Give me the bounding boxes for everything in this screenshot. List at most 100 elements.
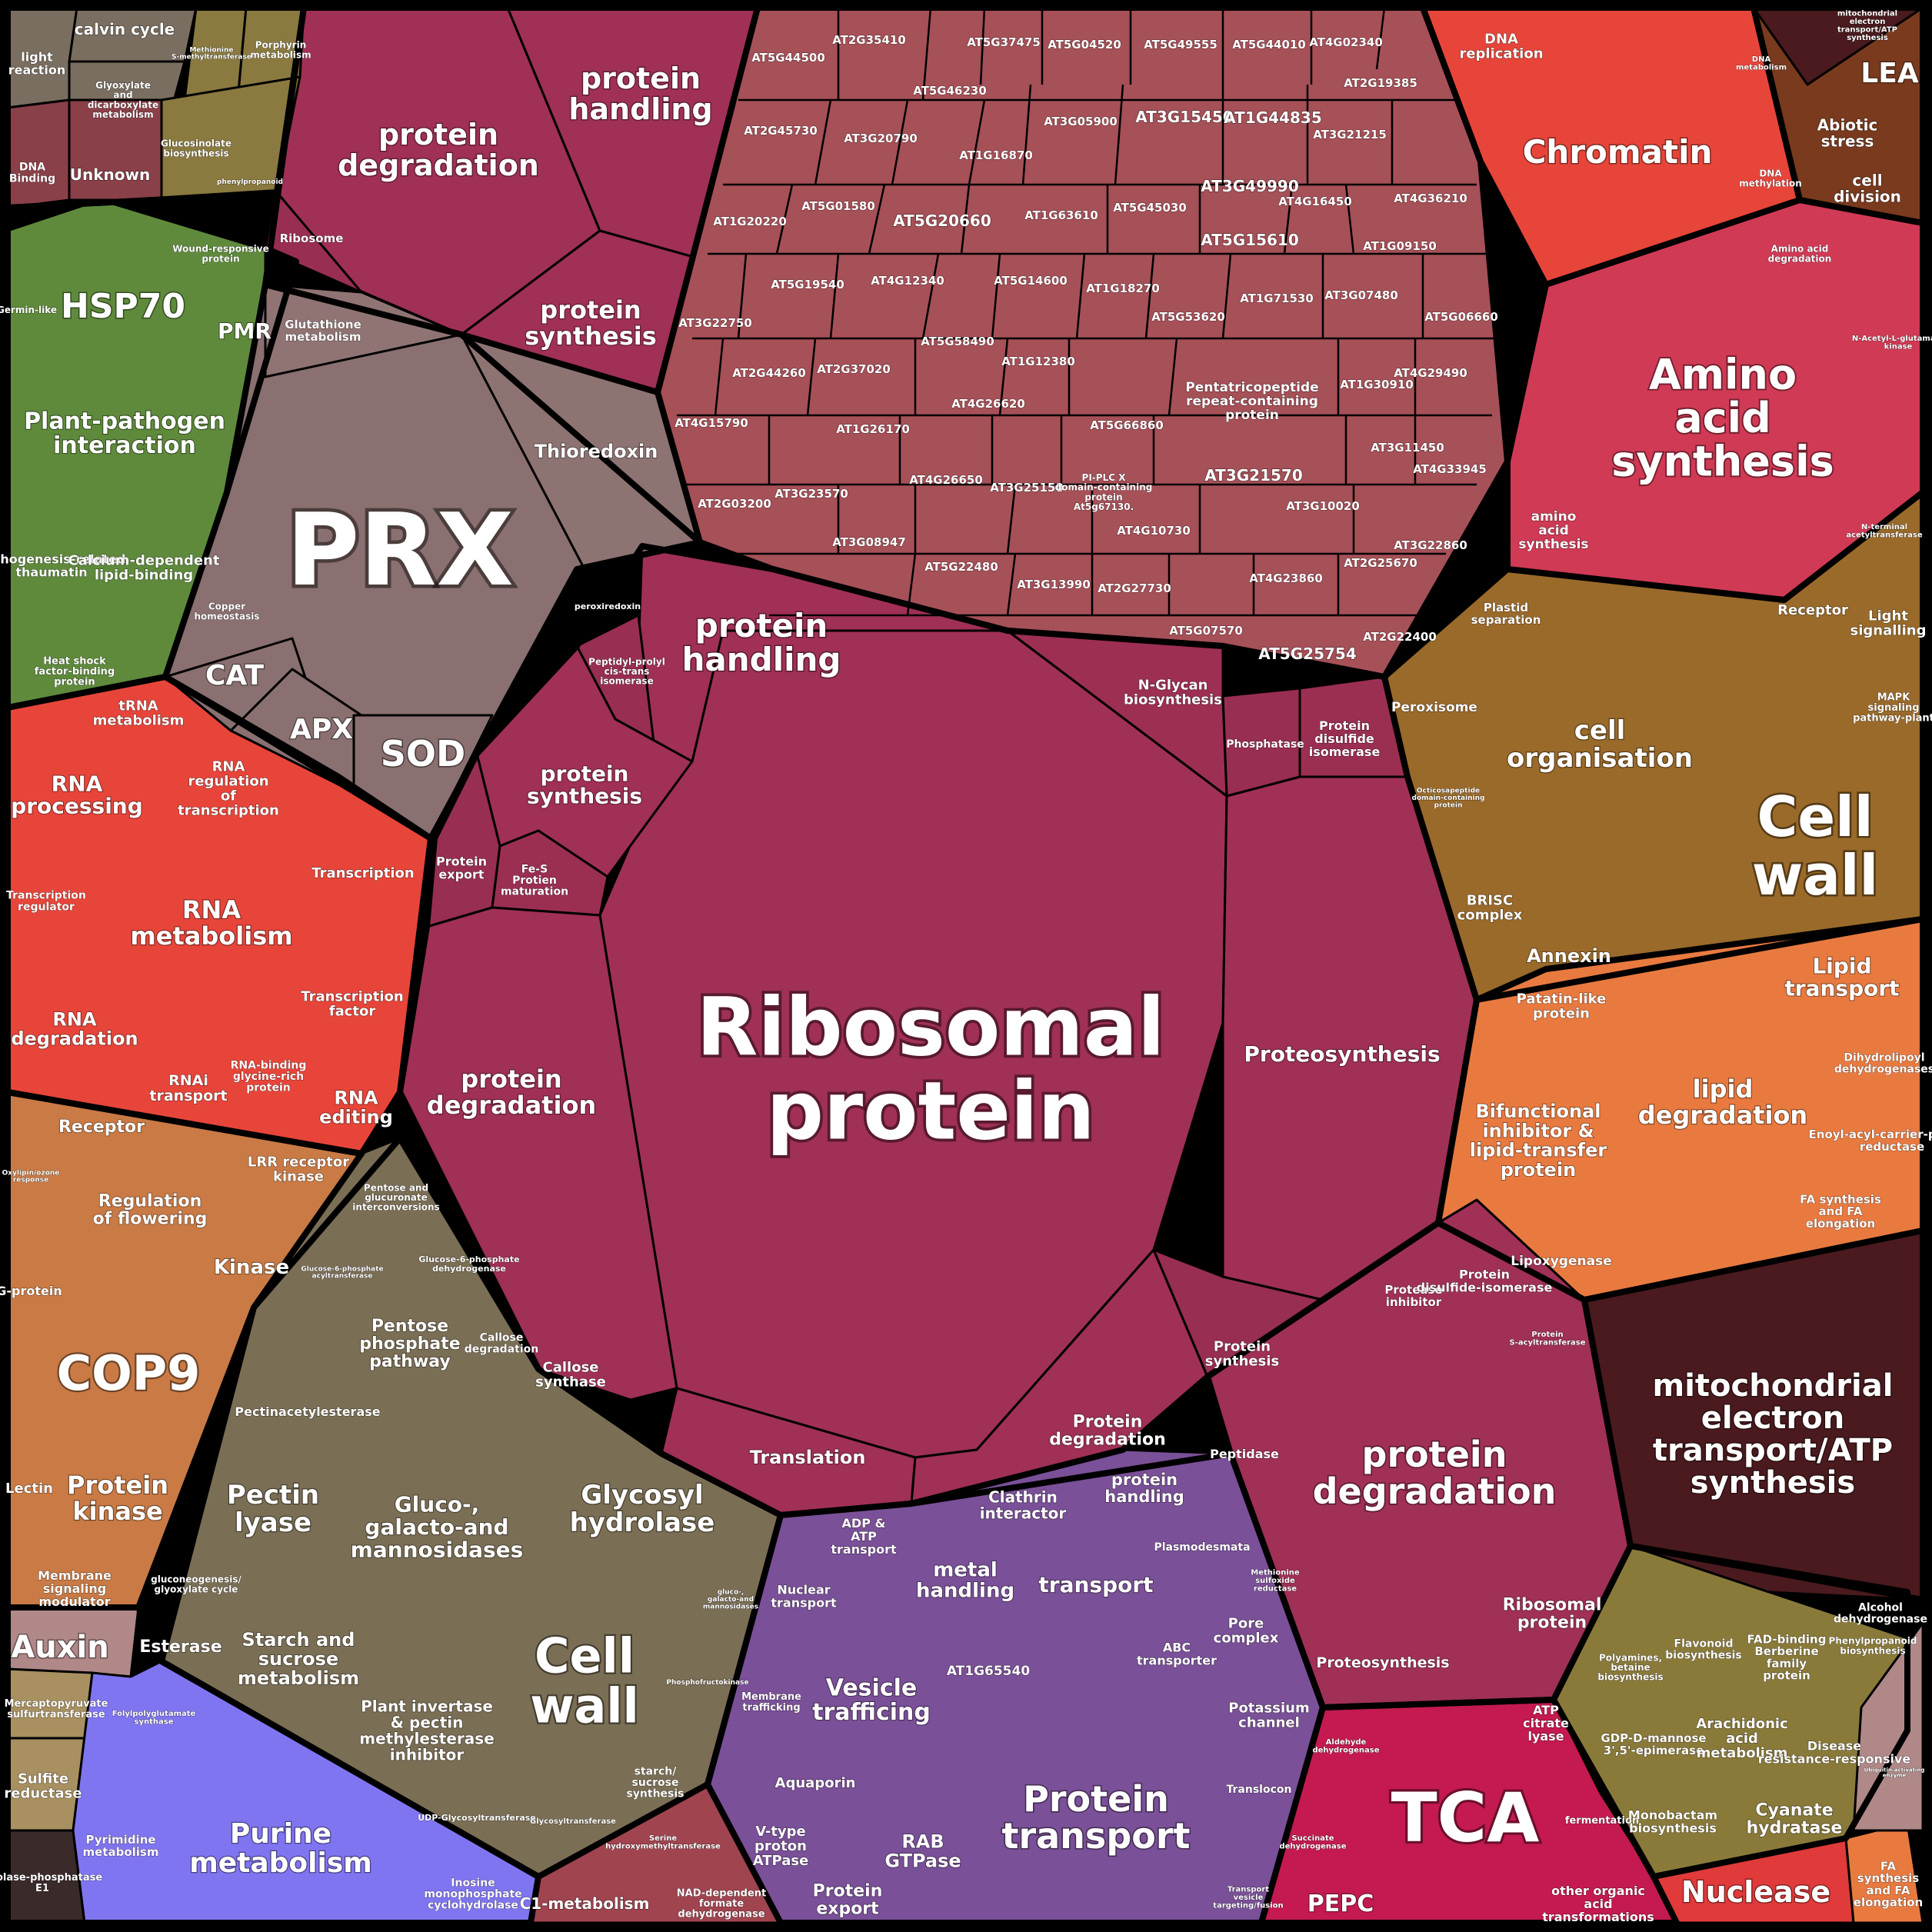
cell-label-at3g21570: AT3G21570 [1204,466,1302,485]
cell-label-translation: Translation [750,1447,866,1468]
cell-label-at5g53620: AT5G53620 [1151,310,1225,324]
cell-label-at5g20660: AT5G20660 [893,212,991,230]
cell-label-lipid-transport: Lipid transport [1784,953,1899,1001]
cell-label-copper-homeostasis: Copper homeostasis [194,601,259,622]
cell-label-monobactam-biosynthesis: Monobactam biosynthesis [1628,1807,1717,1835]
cell-label-at4g26620: AT4G26620 [951,397,1025,411]
cell-label-at4g36210: AT4G36210 [1394,192,1467,205]
cell-label-at5g07570: AT5G07570 [1169,624,1243,638]
at-cell-edge [991,253,1001,339]
cell-label-at3g21215: AT3G21215 [1313,128,1387,142]
cell-label-glycosyl-hydrolase: Glycosyl hydrolase [570,1480,715,1538]
cell-label-at3g22750: AT3G22750 [678,316,752,330]
cell-label-protein-synthesis: protein synthesis [527,761,642,808]
cell-label-brisc-complex: BRISC complex [1457,892,1523,923]
cell-label-protein-disulfide-isomerase: Protein disulfide isomerase [1309,718,1381,759]
at-cell-edge [979,7,986,85]
at-cell-edge [737,253,748,339]
cell-label-annexin: Annexin [1527,945,1611,967]
cell-label-peptidase: Peptidase [1210,1447,1279,1461]
cell-label-alcohol-dehydrogenase: Alcohol dehydrogenase [1834,1602,1927,1626]
cell-label-membrane-trafficking: Membrane trafficking [741,1691,801,1714]
cell-label-rna-binding-glycine-rich-protein: RNA-binding glycine-rich protein [231,1059,307,1094]
cell-label-at4g23860: AT4G23860 [1249,571,1323,585]
cell-label-at3g10020: AT3G10020 [1286,499,1360,513]
cell-label-patatin-like-protein: Patatin-like protein [1517,991,1607,1021]
cell-label-transcription: Transcription [311,865,414,881]
cell-label-pmr: PMR [218,318,271,344]
cell-label-protein-s-acyltransferase: Protein S-acyltransferase [1509,1330,1585,1347]
cell-label-at2g35410: AT2G35410 [832,33,906,47]
cell-label-disease-resistance-responsive: Disease resistance-responsive [1758,1738,1911,1766]
cell-label-amino-acid-degradation: Amino acid degradation [1768,244,1832,265]
cell-label-mapk-signaling-pathway-plant: MAPK signaling pathway-plant [1853,691,1932,724]
cell-label-protein-synthesis: protein synthesis [525,295,657,351]
at-cell-edge [714,338,724,416]
cell-label-fermentation: fermentation [1565,1815,1639,1827]
cell-label-wound-responsive-protein: Wound-responsive protein [172,244,269,265]
cell-label-inosine-monophosphate-cyclohydrolase: Inosine monophosphate cyclohydrolase [424,1877,521,1911]
cell-label-dna-metabolism: DNA metabolism [1736,55,1787,72]
cell-label-methionine-sulfoxide-reductase: Methionine sulfoxide reductase [1251,1568,1300,1593]
cell-label-at3g05900: AT3G05900 [1044,115,1118,128]
cell-label-at5g06660: AT5G06660 [1424,310,1498,324]
cell-label-at4g29490: AT4G29490 [1394,366,1467,380]
cell-label-at5g45030: AT5G45030 [1113,201,1187,215]
cell-label-at1g16870: AT1G16870 [959,148,1033,162]
cell-label-ribosomal-protein: Ribosomal protein [696,980,1164,1158]
cell-label-polyamines-betaine-biosynthesis: Polyamines, betaine biosynthesis [1597,1652,1663,1682]
cell-label-at2g44260: AT2G44260 [732,366,806,380]
cell-label-lipid-degradation: lipid degradation [1638,1074,1807,1130]
cell-label-thioredoxin: Thioredoxin [535,441,658,462]
cell-label-chromatin: Chromatin [1523,133,1713,171]
cell-label-at2g25670: AT2G25670 [1344,556,1417,570]
cell-label-at2g03200: AT2G03200 [698,497,771,511]
cell-label-protein-export: Protein export [436,854,487,881]
cell-label-at5g04520: AT5G04520 [1048,38,1121,52]
cell-label-receptor: Receptor [1777,602,1848,618]
cell-label-at1g12380: AT1G12380 [1001,355,1075,368]
cell-label-protein-kinase: Protein kinase [67,1471,168,1526]
cell-label-protein-export: Protein export [813,1881,883,1918]
cell-label-unknown: Unknown [70,165,150,184]
cell-label-nuclear-transport: Nuclear transport [771,1582,837,1610]
cell-label-cop9: COP9 [57,1345,201,1401]
cell-label-at5g49555: AT5G49555 [1144,38,1217,52]
cell-label-phosphatase: Phosphatase [1226,738,1304,751]
at-cell-edge [1283,184,1294,255]
cell-label-potassium-channel: Potassium channel [1228,1700,1309,1730]
cell-label-pectin-lyase: Pectin lyase [227,1480,319,1538]
cell-label-atp-citrate-lyase: ATP citrate lyase [1523,1703,1569,1744]
cell-label-abc-transporter: ABC transporter [1137,1640,1217,1667]
cell-label-cat: CAT [205,660,264,691]
cell-label-at3g11450: AT3G11450 [1371,441,1444,455]
cell-label-lea: LEA [1860,58,1919,89]
cell-label-metal-handling: metal handling [916,1558,1014,1602]
cell-label-rna-processing: RNA processing [11,771,143,818]
cell-label-amino-acid-synthesis: Amino acid synthesis [1611,350,1834,485]
at-cell-edge [775,184,794,255]
at-cell-edge [1168,338,1178,416]
cell-label-at2g27730: AT2G27730 [1098,581,1171,595]
cell-label-rnai-transport: RNAi transport [149,1072,227,1104]
cell-label-heat-shock-factor-binding-protein: Heat shock factor-binding protein [35,655,115,688]
cell-label-rab-gtpase: RAB GTPase [884,1830,961,1871]
cell-label-at3g13990: AT3G13990 [1017,578,1091,591]
at-cell-edge [1375,7,1386,70]
cell-label-starch-and-sucrose-metabolism: Starch and sucrose metabolism [238,1629,359,1689]
cell-label-at3g23570: AT3G23570 [774,487,848,501]
cell-label-at5g19540: AT5G19540 [771,278,844,291]
cell-label-plant-invertase-pectin-methylesterase-inhibitor: Plant invertase & pectin methylesterase inh… [359,1697,495,1764]
cell-label-cell-organisation: cell organisation [1507,715,1693,774]
cell-label-rna-degradation: RNA degradation [11,1008,138,1049]
group-border-secondary [1551,1543,1910,1880]
cell-label-c1-metabolism: C1-metabolism [520,1894,650,1913]
cell-label-pepc: PEPC [1307,1890,1374,1917]
cell-label-apx: APX [290,714,353,745]
cell-label-gluco-galacto-and-mannosidases: gluco-, galacto-and mannosidases [703,1589,758,1611]
cell-label-dna-binding: DNA Binding [9,162,55,185]
cell-label-tca: TCA [1391,1778,1540,1857]
at-cell-edge [968,99,986,185]
